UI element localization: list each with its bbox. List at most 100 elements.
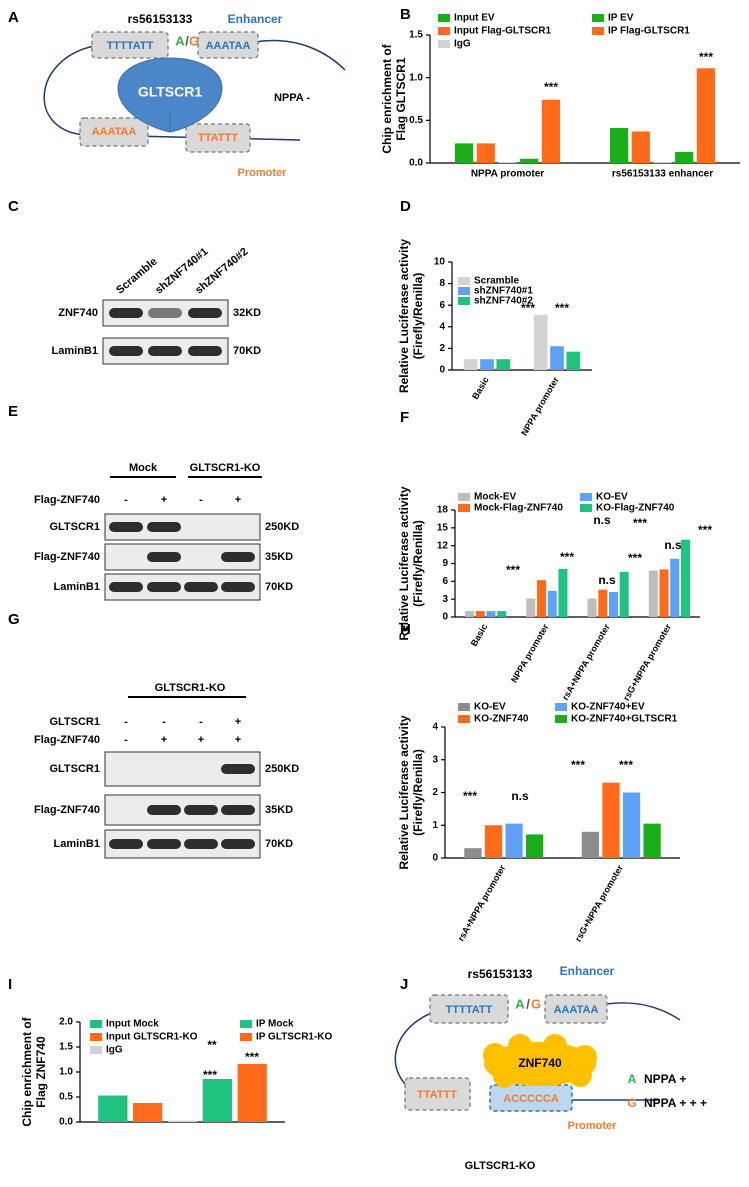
blot-band (147, 839, 181, 849)
legend-swatch (458, 297, 470, 305)
sign: - (199, 494, 203, 506)
x-tick-label: rsA+NPPA promoter (456, 863, 508, 943)
legend-label: KO-ZNF740 (474, 714, 529, 725)
bar (520, 158, 539, 163)
blot-band (109, 582, 143, 592)
bar (598, 589, 608, 617)
sequence-box (404, 1077, 471, 1111)
bar (537, 580, 547, 617)
significance: *** (463, 789, 477, 803)
label: G (627, 1096, 636, 1110)
bar (202, 1079, 232, 1122)
bar (696, 68, 716, 163)
blot-band (109, 308, 143, 318)
blot-band (184, 805, 218, 815)
y-tick-label: 18 (437, 505, 449, 516)
y-axis-label: Chip enrichment of (20, 1016, 34, 1126)
bar (648, 570, 658, 617)
bar (622, 792, 641, 858)
significance: *** (628, 551, 642, 565)
blot-band (147, 805, 181, 815)
legend-label: KO-ZNF740+EV (571, 702, 645, 713)
bar (608, 592, 618, 617)
blot-band (148, 346, 182, 356)
legend-label: IgG (106, 1045, 123, 1056)
label: GLTSCR1-KO (465, 1160, 536, 1172)
legend-swatch (458, 493, 470, 501)
row-label: LaminB1 (52, 345, 98, 357)
bar (659, 569, 669, 617)
legend-label: IgG (454, 39, 471, 50)
protein-shape (543, 1034, 567, 1058)
bar (476, 143, 495, 163)
legend-label: Input Mock (106, 1019, 159, 1030)
row-label: GLTSCR1 (49, 763, 100, 775)
bar (541, 99, 561, 163)
y-tick-label: 1.5 (409, 30, 423, 41)
sign: + (161, 734, 167, 746)
blot-band (147, 582, 181, 592)
legend-label: Mock-Flag-ZNF740 (474, 503, 563, 514)
bar (643, 823, 661, 858)
sign: - (124, 716, 128, 728)
legend-swatch (592, 27, 604, 35)
y-tick-label: 1.5 (59, 1042, 73, 1053)
legend-swatch (580, 504, 592, 512)
bar (675, 151, 694, 163)
label: Enhancer (560, 964, 615, 978)
y-axis-label: Flag ZNF740 (34, 1036, 48, 1108)
bar (167, 1120, 198, 1122)
significance: n.s (664, 538, 682, 552)
label: AAATAA (206, 40, 251, 52)
size-label: 32KD (233, 307, 261, 319)
significance: *** (555, 301, 569, 315)
label: A (515, 996, 525, 1011)
significance: n.s (593, 513, 611, 527)
bar (680, 539, 690, 617)
sign: - (124, 734, 128, 746)
blot-band (148, 308, 182, 318)
bar (533, 314, 548, 370)
x-tick-label: NPPA promoter (471, 169, 544, 180)
y-axis-label: (Firefly/Renilla) (411, 749, 425, 836)
y-axis-label: Flag GLTSCR1 (394, 57, 408, 140)
bar (558, 568, 568, 617)
row-label: LaminB1 (54, 581, 100, 593)
sequence-box (91, 31, 169, 59)
legend-swatch (438, 27, 450, 35)
protein-shape (573, 1045, 597, 1069)
y-tick-label: 6 (439, 300, 445, 311)
panel-label: F (400, 409, 409, 426)
label: TTTTATT (107, 40, 154, 52)
legend-swatch (240, 1033, 252, 1041)
label: Flag-ZNF740 (34, 494, 100, 506)
legend-label: Mock-EV (474, 492, 517, 503)
lane-label: Scramble (114, 255, 160, 296)
bar (609, 128, 629, 163)
sign: + (235, 494, 241, 506)
label: / (526, 996, 530, 1011)
bar (602, 782, 620, 858)
legend-label: shZNF740#2 (474, 296, 533, 307)
legend-swatch (580, 493, 592, 501)
bar (670, 558, 680, 617)
y-tick-label: 0.0 (59, 1117, 73, 1128)
panel-label: J (400, 976, 408, 993)
legend-label: shZNF740#1 (474, 286, 533, 297)
y-tick-label: 2.0 (59, 1017, 73, 1028)
size-label: 35KD (265, 551, 293, 563)
sign: + (235, 716, 241, 728)
blot-band (221, 764, 255, 774)
significance: *** (203, 1068, 217, 1082)
label: ZNF740 (518, 1056, 562, 1070)
group-label: GLTSCR1-KO (190, 462, 261, 474)
size-label: 250KD (265, 521, 299, 533)
blot-band (147, 552, 181, 562)
legend-swatch (555, 715, 567, 723)
y-tick-label: 10 (434, 257, 446, 268)
y-tick-label: 12 (437, 540, 449, 551)
y-tick-label: 2 (439, 343, 445, 354)
y-axis-label: Relative Luciferase activity (397, 239, 411, 393)
bar (631, 131, 650, 163)
x-tick-label: rsG+NPPA promoter (573, 863, 625, 944)
